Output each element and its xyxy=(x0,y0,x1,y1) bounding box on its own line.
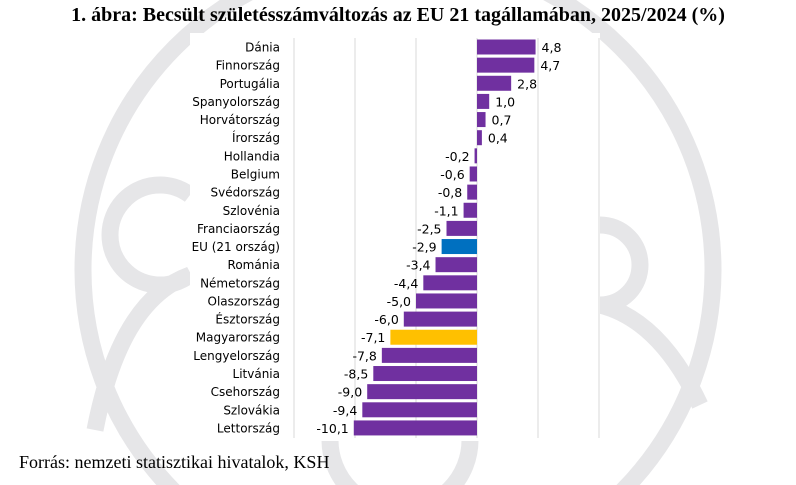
category-label: Finnország xyxy=(216,59,280,73)
data-label: 0,4 xyxy=(488,131,508,146)
watermark-bottom-arc xyxy=(321,439,479,485)
watermark-left-loop xyxy=(86,176,196,432)
bar xyxy=(477,39,536,55)
category-label: Olaszország xyxy=(208,294,280,308)
category-label: Horvátország xyxy=(200,113,280,127)
category-label: Szlovákia xyxy=(223,403,280,417)
data-label: -0,6 xyxy=(440,167,464,182)
data-label: -8,5 xyxy=(344,367,368,382)
bar xyxy=(403,311,477,327)
data-label: 2,8 xyxy=(517,76,537,91)
bar xyxy=(390,329,477,345)
category-label: Franciaország xyxy=(197,222,280,236)
data-label: -0,8 xyxy=(438,185,462,200)
data-label: -2,9 xyxy=(412,240,436,255)
bar xyxy=(477,93,490,109)
category-label: Portugália xyxy=(220,77,280,91)
bar xyxy=(435,257,477,273)
bar xyxy=(381,347,477,363)
category-label: Szlovénia xyxy=(223,204,280,218)
data-label: -10,1 xyxy=(316,421,348,436)
bar xyxy=(477,130,482,146)
data-label: 4,7 xyxy=(540,58,560,73)
data-label: -9,0 xyxy=(338,385,362,400)
data-label: -2,5 xyxy=(417,221,441,236)
category-label: Magyarország xyxy=(196,331,280,345)
bar xyxy=(446,220,477,236)
data-label: 0,7 xyxy=(492,113,512,128)
category-label: Spanyolország xyxy=(192,95,280,109)
bar xyxy=(463,202,477,218)
data-label: -6,0 xyxy=(374,312,398,327)
category-label: Románia xyxy=(228,258,280,272)
category-label: Lettország xyxy=(217,421,280,435)
watermark-outer-ring xyxy=(74,0,722,485)
source-note: Forrás: nemzeti statisztikai hivatalok, … xyxy=(19,452,330,472)
bar xyxy=(469,166,477,182)
category-label: Németország xyxy=(200,276,280,290)
category-label: EU (21 ország) xyxy=(192,240,280,254)
bar xyxy=(441,239,477,255)
bar xyxy=(367,384,477,400)
bar xyxy=(477,57,535,73)
data-label: -7,8 xyxy=(352,348,376,363)
bar xyxy=(477,112,486,128)
category-label: Észtország xyxy=(215,312,280,327)
data-label: -7,1 xyxy=(361,330,385,345)
category-label: Belgium xyxy=(231,167,280,181)
bar xyxy=(416,293,477,309)
data-label: -5,0 xyxy=(387,294,411,309)
data-label: 1,0 xyxy=(495,94,515,109)
category-label: Svédország xyxy=(210,186,280,200)
data-label: -9,4 xyxy=(333,403,357,418)
category-label: Csehország xyxy=(211,385,280,399)
category-label: Dánia xyxy=(245,41,280,55)
data-label: 4,8 xyxy=(542,40,562,55)
bar xyxy=(373,366,477,382)
bar xyxy=(477,75,512,91)
category-label: Lengyelország xyxy=(193,349,280,363)
data-label: -0,2 xyxy=(445,149,469,164)
category-label: Írország xyxy=(232,130,280,145)
bar xyxy=(353,420,477,436)
data-label: -1,1 xyxy=(434,203,458,218)
bar xyxy=(423,275,477,291)
category-label: Litvánia xyxy=(233,367,280,381)
watermark-right-loop xyxy=(597,216,708,409)
data-label: -3,4 xyxy=(406,258,430,273)
bar xyxy=(474,148,477,164)
bar xyxy=(467,184,477,200)
data-label: -4,4 xyxy=(394,276,418,291)
chart-title: 1. ábra: Becsült születésszámváltozás az… xyxy=(71,4,725,26)
category-label: Hollandia xyxy=(224,149,280,163)
bar xyxy=(362,402,477,418)
